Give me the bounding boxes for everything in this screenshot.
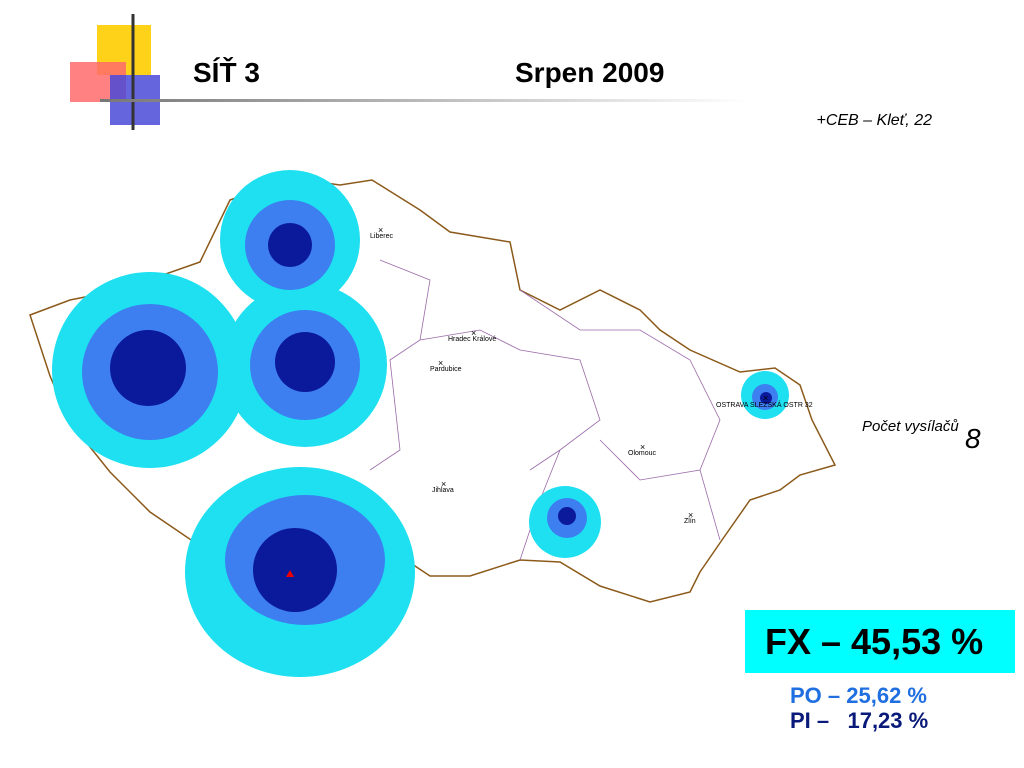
subtitle: +CEB – Kleť, 22 [816, 112, 932, 129]
transmitters-label: Počet vysílačů [862, 418, 959, 435]
po-value: PO – 25,62 % [790, 683, 927, 708]
city-label: Zlín [684, 518, 696, 525]
blob [529, 486, 601, 558]
city-label: OSTRAVA SLEZSKÁ OSTR 32 [716, 400, 813, 409]
city-marker: × [763, 393, 768, 403]
city-label: Jihlava [432, 487, 454, 494]
fx-value: FX – 45,53 % [765, 621, 983, 662]
logo [70, 14, 160, 130]
city-label: Olomouc [628, 450, 657, 457]
date: Srpen 2009 [515, 57, 664, 88]
transmitters-count: 8 [965, 423, 981, 454]
blob [185, 467, 415, 677]
cities: ×Liberec×Hradec Králové×Pardubice×Jihlav… [370, 225, 813, 525]
blob [223, 283, 387, 447]
city-marker: × [688, 510, 693, 520]
pi-value: PI – 17,23 % [790, 708, 928, 733]
regions [369, 259, 721, 561]
city-label: Pardubice [430, 366, 462, 373]
title: SÍŤ 3 [193, 57, 260, 88]
city-label: Liberec [370, 233, 393, 240]
city-marker: × [471, 328, 476, 338]
header-rule [100, 99, 750, 102]
city-marker: × [441, 479, 446, 489]
city-marker: × [640, 442, 645, 452]
map: ×Liberec×Hradec Králové×Pardubice×Jihlav… [29, 170, 837, 677]
city-marker: × [378, 225, 383, 235]
coverage-blobs [52, 170, 789, 677]
main-transmitter [286, 570, 294, 577]
blob [220, 170, 360, 310]
city-label: Hradec Králové [448, 336, 496, 343]
blob [52, 272, 248, 468]
city-marker: × [438, 358, 443, 368]
blob [741, 371, 789, 419]
fx-box [745, 610, 1015, 673]
